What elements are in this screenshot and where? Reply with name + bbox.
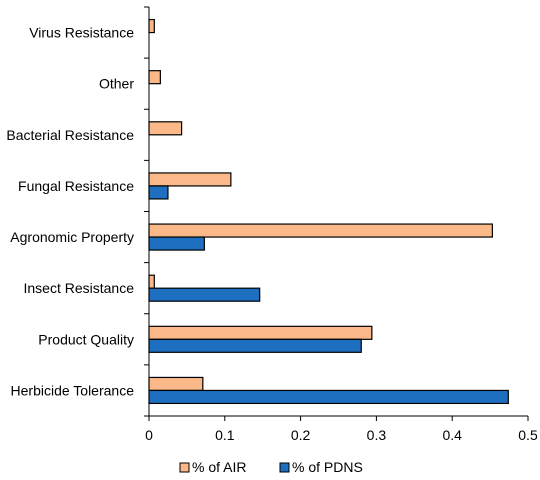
category-label: Agronomic Property xyxy=(10,229,134,245)
x-tick-label: 0 xyxy=(145,427,153,443)
legend: % of AIR % of PDNS xyxy=(179,459,363,475)
bar-pdns-3 xyxy=(148,185,169,200)
category-label: Virus Resistance xyxy=(29,25,134,41)
axes-layer xyxy=(144,6,529,421)
bar-air-5 xyxy=(148,274,155,289)
x-tick-label: 0.5 xyxy=(518,427,538,443)
category-label: Product Quality xyxy=(38,331,134,347)
labels-layer: Virus Resistance Other Bacterial Resistanc… xyxy=(6,25,538,443)
x-tick-label: 0.4 xyxy=(442,427,462,443)
category-label: Insect Resistance xyxy=(24,280,135,296)
category-label: Bacterial Resistance xyxy=(6,127,134,143)
x-tick-label: 0.1 xyxy=(215,427,235,443)
bar-air-0 xyxy=(148,18,155,34)
bar-air-7 xyxy=(148,376,204,392)
category-label: Other xyxy=(99,76,134,92)
bar-pdns-4 xyxy=(148,236,205,251)
category-label: Herbicide Tolerance xyxy=(11,382,135,398)
bar-air-6 xyxy=(148,325,373,340)
bars-layer xyxy=(148,18,509,405)
bar-air-4 xyxy=(148,223,493,238)
legend-swatch-pdns xyxy=(279,462,290,473)
legend-label: % of PDNS xyxy=(292,459,363,475)
bar-pdns-7 xyxy=(148,389,509,405)
bar-air-2 xyxy=(148,121,183,136)
legend-swatch-air xyxy=(179,462,190,473)
bar-pdns-6 xyxy=(148,338,362,353)
bar-air-1 xyxy=(148,70,161,85)
legend-label: % of AIR xyxy=(192,459,246,475)
bar-pdns-5 xyxy=(148,287,261,302)
category-label: Fungal Resistance xyxy=(18,178,134,194)
x-tick-label: 0.3 xyxy=(367,427,387,443)
bar-air-3 xyxy=(148,172,232,187)
x-tick-label: 0.2 xyxy=(291,427,311,443)
